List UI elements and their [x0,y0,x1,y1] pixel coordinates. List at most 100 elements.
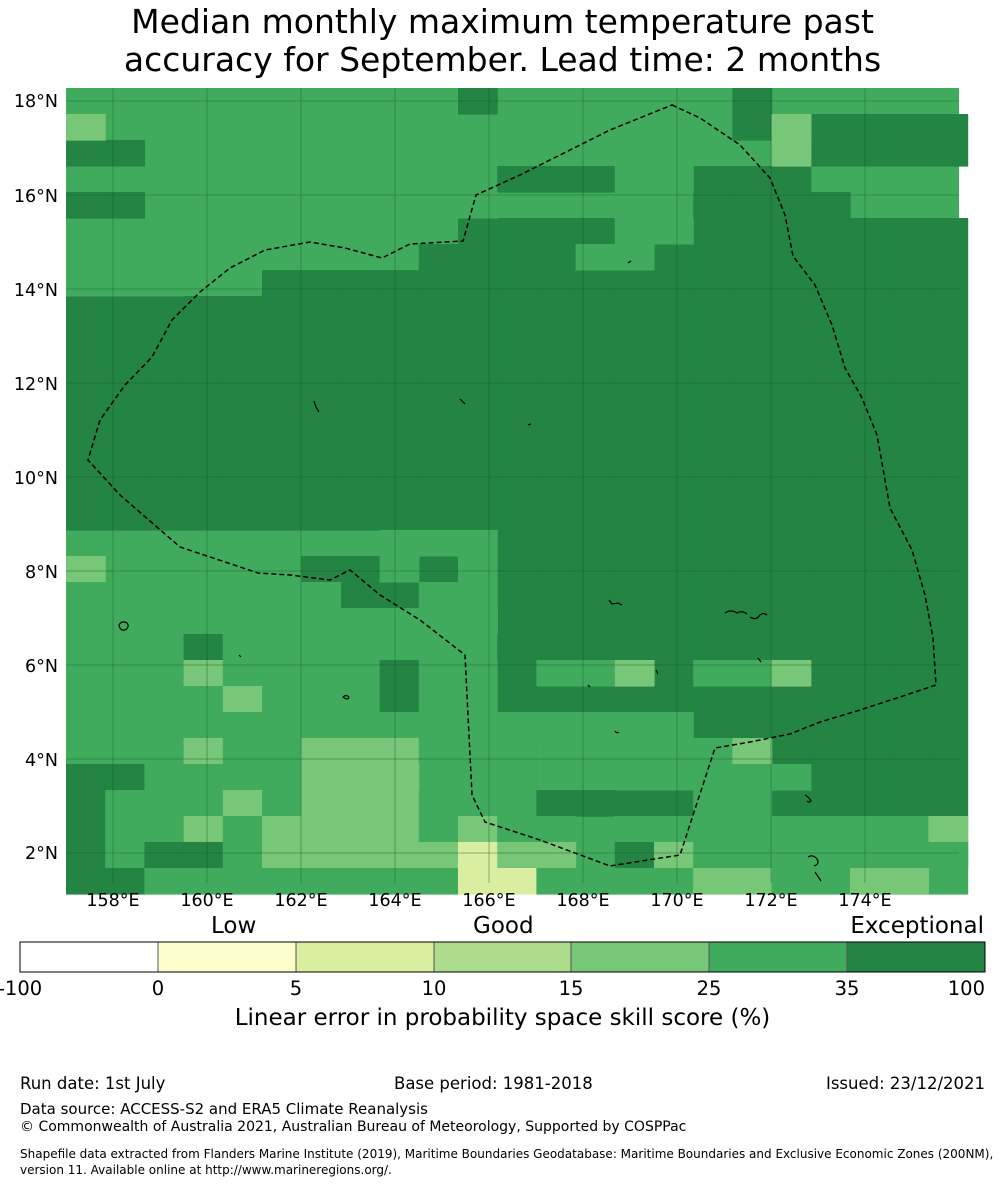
skill-cell [262,712,302,739]
skill-cell [654,686,694,713]
skill-cell [850,712,890,739]
skill-cell [418,582,459,609]
skill-cell [771,348,812,375]
skill-cell [732,244,773,271]
skill-cell [771,478,812,505]
skill-cell [66,790,106,817]
skill-cell [222,478,263,505]
skill-cell [536,816,577,843]
skill-cell [575,582,616,609]
skill-cell [575,556,616,583]
skill-cell [458,374,498,401]
skill-cell [654,608,694,635]
skill-cell [262,348,302,375]
skill-cell [144,738,185,765]
skill-cell [732,400,773,427]
skill-cell [928,478,969,505]
skill-cell [497,296,537,323]
skill-cell [222,582,263,609]
skill-cell [379,868,420,895]
skill-cell [928,816,969,843]
skill-cell [222,764,263,791]
skill-cell [889,712,929,739]
skill-cell [850,634,890,661]
skill-cell [497,218,537,245]
skill-cell [850,244,890,271]
skill-cell [693,790,733,817]
skill-cell [262,374,302,401]
lon-tick-label: 164°E [368,891,421,911]
skill-cell [614,530,655,557]
skill-cell [497,660,537,687]
colorbar-bin [20,942,158,972]
colorbar-bin [434,942,571,972]
skill-cell [301,842,341,869]
skill-cell [66,452,106,479]
colorbar-tick: 25 [697,977,722,1000]
skill-cell [144,660,185,687]
skill-cell [771,712,812,739]
skill-cell [928,140,969,167]
colorbar-bin [571,942,709,972]
skill-cell [144,686,185,713]
skill-cell [928,218,969,245]
skill-cell [497,374,537,401]
skill-cell [693,686,733,713]
skill-cell [850,738,890,765]
skill-cell [928,270,969,297]
skill-cell [222,504,263,531]
skill-cell [810,868,851,895]
skill-cell [928,296,969,323]
skill-cell [183,400,224,427]
skill-cell [144,842,185,869]
skill-cell [222,842,263,869]
skill-cell [183,582,224,609]
skill-cell [458,712,498,739]
lon-tick-label: 162°E [274,891,327,911]
skill-cell [379,686,420,713]
skill-cell [340,738,381,765]
skill-cell [732,478,773,505]
skill-cell [379,634,420,661]
skill-cell [418,452,459,479]
eez-boundary [87,104,937,867]
skill-cell [889,140,929,167]
skill-cell [144,400,185,427]
skill-cell [497,400,537,427]
skill-cell [379,374,420,401]
skill-cell [105,842,145,869]
skill-cell [105,296,145,323]
skill-cell [340,374,381,401]
skill-cell [66,712,106,739]
skill-cell [850,270,890,297]
skill-cell [693,582,733,609]
skill-cell [458,686,498,713]
skill-cell [732,296,773,323]
skill-cell [575,374,616,401]
skill-cell [928,842,969,869]
skill-cell [810,790,851,817]
shapefile-credit-line-1: Shapefile data extracted from Flanders M… [20,1147,994,1161]
skill-cell [66,322,106,349]
skill-cell [654,166,694,193]
skill-cell [536,556,577,583]
skill-cell [771,374,812,401]
skill-cell [536,530,577,557]
skill-cell [379,530,420,557]
skill-cell [105,478,145,505]
skill-cell [301,764,341,791]
skill-cell [614,426,655,453]
skill-cell [810,764,851,791]
skill-cell [889,738,929,765]
colorbar-category-good: Good [473,913,534,939]
skill-cell [536,738,577,765]
skill-cell [144,504,185,531]
skill-cell [575,530,616,557]
skill-cell [536,166,577,193]
skill-cell [575,244,616,271]
skill-cell [536,296,577,323]
skill-cell [850,114,890,141]
skill-cell [418,530,459,557]
skill-cell [301,348,341,375]
